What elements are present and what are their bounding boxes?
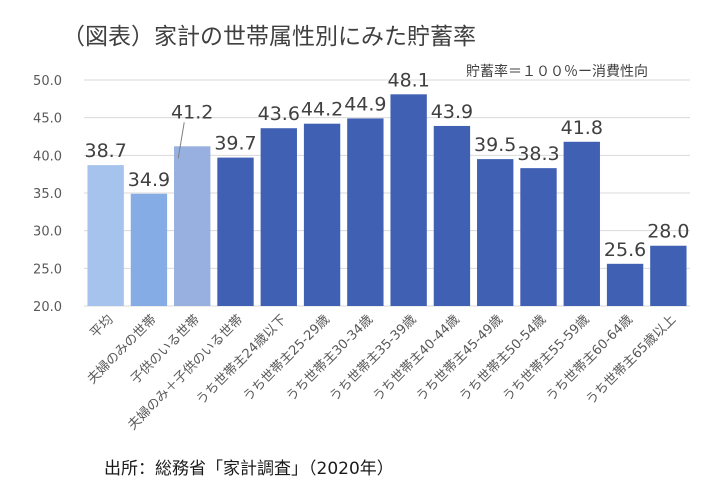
data-label: 43.6 (258, 103, 300, 125)
label-leader-line (177, 122, 185, 159)
bar (174, 146, 211, 306)
data-label: 38.7 (84, 140, 126, 162)
y-tick-label: 40.0 (33, 149, 62, 164)
x-tick-label: 平均 (87, 312, 116, 341)
bar (87, 165, 124, 306)
data-label: 39.7 (214, 133, 256, 155)
bar (217, 157, 254, 306)
bar (303, 123, 341, 307)
bar (650, 245, 687, 306)
x-axis-labels: 平均夫婦のみの世帯子供のいる世帯夫婦のみ＋子供のいる世帯うち世帯主24歳以下うち… (84, 312, 679, 434)
data-label: 34.9 (128, 169, 170, 191)
y-tick-label: 35.0 (33, 187, 62, 202)
bar (520, 168, 557, 306)
data-label: 38.3 (517, 143, 559, 165)
data-label: 43.9 (431, 101, 473, 123)
y-tick-label: 20.0 (33, 300, 62, 315)
y-tick-label: 50.0 (33, 74, 62, 89)
data-label: 28.0 (647, 221, 689, 243)
y-tick-label: 25.0 (33, 262, 62, 277)
data-label: 44.2 (301, 99, 343, 121)
bar (130, 193, 168, 306)
data-label: 48.1 (387, 69, 429, 91)
data-label: 25.6 (604, 239, 646, 261)
bar (260, 128, 297, 306)
data-label: 41.8 (561, 117, 603, 139)
bar (347, 118, 384, 306)
y-tick-label: 45.0 (33, 112, 62, 127)
bar (390, 94, 427, 307)
data-label: 39.5 (474, 134, 516, 156)
y-axis-ticks: 50.0 45.0 40.0 35.0 30.0 25.0 20.0 (33, 74, 62, 315)
bars (87, 94, 687, 307)
chart-source: 出所：総務省「家計調査」（2020年） (104, 459, 394, 479)
bar (477, 159, 514, 306)
chart-subtitle: 貯蓄率＝１００％ー消費性向 (466, 63, 648, 80)
bar (606, 263, 644, 306)
bar (433, 125, 471, 306)
y-tick-label: 30.0 (33, 225, 62, 240)
data-label: 44.9 (344, 93, 386, 115)
bar (563, 141, 600, 306)
data-labels: 38.734.9 41.239.743.6 44.2 44.948.143.939.5… (84, 69, 689, 261)
data-label: 41.2 (171, 101, 213, 123)
chart-title: （図表）家計の世帯属性別にみた貯蓄率 (62, 24, 476, 50)
